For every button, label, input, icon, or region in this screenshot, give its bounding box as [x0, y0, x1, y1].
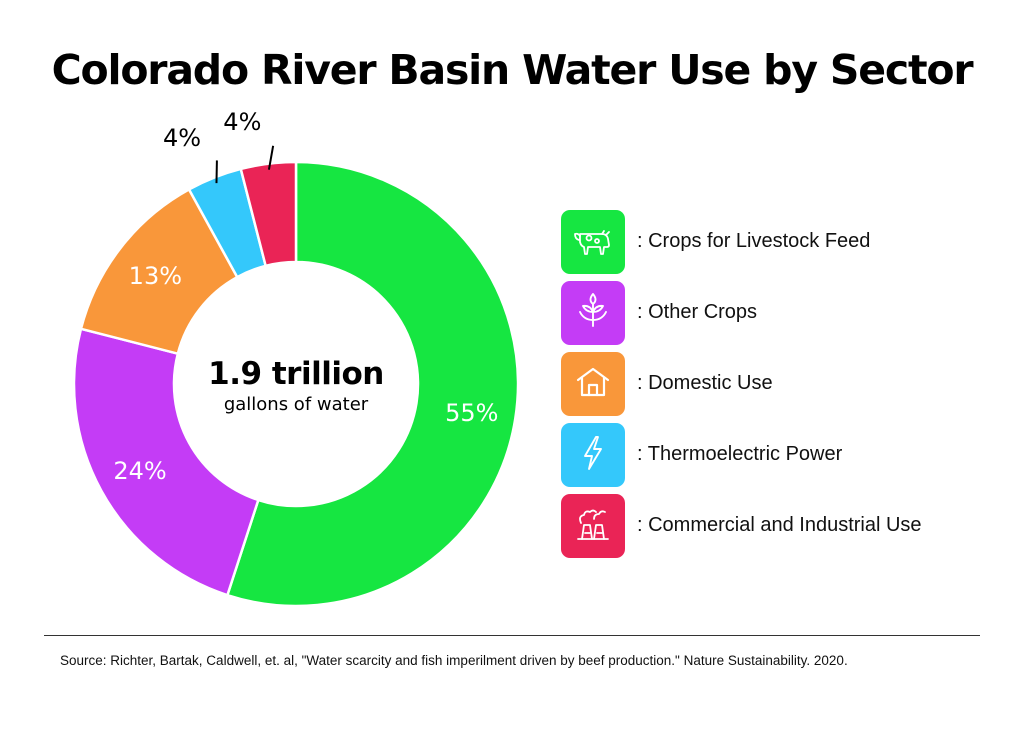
slice-label-4: 4%	[163, 124, 201, 152]
center-caption: gallons of water	[224, 394, 369, 415]
legend-swatch	[561, 210, 625, 274]
legend-swatch	[561, 423, 625, 487]
center-value: 1.9 trillion	[208, 356, 384, 392]
legend-swatch	[561, 352, 625, 416]
donut-slice-5	[239, 160, 298, 268]
chart-title: Colorado River Basin Water Use by Sector	[51, 46, 974, 94]
source-citation: Source: Richter, Bartak, Caldwell, et. a…	[60, 653, 848, 668]
sprout-icon	[572, 290, 614, 337]
legend-label: : Commercial and Industrial Use	[637, 514, 922, 536]
donut-chart: 55% 24% 13% 4% 4% 1.9 trillion gallons of wa…	[72, 108, 520, 608]
cow-icon	[572, 219, 614, 266]
legend-swatch	[561, 494, 625, 558]
legend-label: : Other Crops	[637, 301, 758, 323]
legend-label: : Domestic Use	[637, 372, 773, 394]
legend-label: : Thermoelectric Power	[637, 443, 843, 465]
legend-swatch	[561, 281, 625, 345]
donut-slice-2	[72, 327, 260, 597]
house-icon	[572, 361, 614, 408]
donut-slice-1	[225, 160, 520, 608]
slice-label-1: 55%	[445, 399, 498, 427]
divider	[44, 635, 980, 636]
leader-line-5	[267, 145, 275, 170]
slice-label-5: 4%	[223, 108, 261, 136]
lightning-icon	[572, 432, 614, 479]
legend-label: : Crops for Livestock Feed	[637, 230, 871, 252]
slice-label-2: 24%	[113, 457, 166, 485]
slice-label-3: 13%	[129, 262, 182, 290]
factory-icon	[572, 503, 614, 550]
